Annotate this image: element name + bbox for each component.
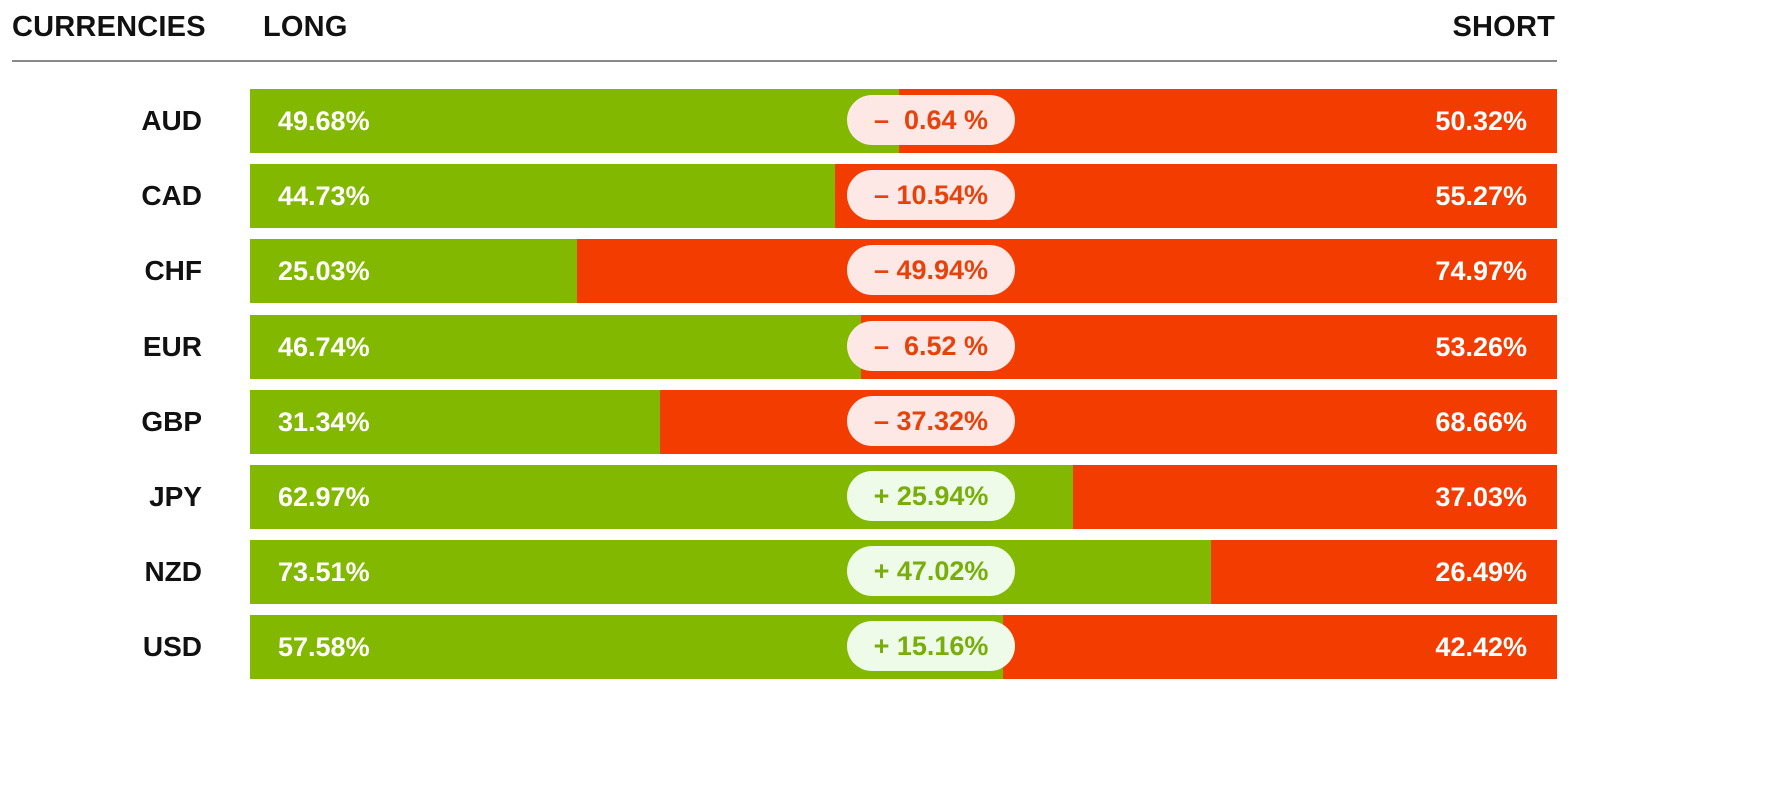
long-percent-label: 25.03% bbox=[278, 256, 370, 286]
short-bar: 57.58% 42.42% + 15.16% bbox=[250, 615, 1557, 679]
short-column-header: SHORT bbox=[1452, 11, 1555, 43]
currency-row: EUR 46.74% 53.26% – 6.52 % bbox=[0, 315, 1557, 379]
long-percent-label: 31.34% bbox=[278, 407, 370, 437]
short-percent-label: 42.42% bbox=[1435, 632, 1527, 662]
short-percent-label: 37.03% bbox=[1435, 482, 1527, 512]
net-difference-badge: + 47.02% bbox=[847, 546, 1015, 596]
long-bar bbox=[250, 164, 835, 228]
currency-row: AUD 49.68% 50.32% – 0.64 % bbox=[0, 89, 1557, 153]
long-bar bbox=[250, 239, 578, 303]
net-difference-badge: – 37.32% bbox=[847, 396, 1015, 446]
net-difference-badge: + 15.16% bbox=[847, 621, 1015, 671]
long-bar bbox=[250, 89, 900, 153]
net-difference-badge: – 6.52 % bbox=[847, 321, 1015, 371]
net-difference-badge: – 10.54% bbox=[847, 170, 1015, 220]
net-difference-badge: + 25.94% bbox=[847, 471, 1015, 521]
short-bar: 46.74% 53.26% – 6.52 % bbox=[250, 315, 1557, 379]
short-bar: 31.34% 68.66% – 37.32% bbox=[250, 390, 1557, 454]
short-bar: 49.68% 50.32% – 0.64 % bbox=[250, 89, 1557, 153]
currencies-column-header: CURRENCIES bbox=[12, 11, 206, 43]
short-percent-label: 68.66% bbox=[1435, 407, 1527, 437]
currency-row: CAD 44.73% 55.27% – 10.54% bbox=[0, 164, 1557, 228]
currency-label: GBP bbox=[141, 406, 202, 437]
currency-label: JPY bbox=[149, 481, 202, 512]
net-difference-badge: – 0.64 % bbox=[847, 95, 1015, 145]
currency-label: CHF bbox=[144, 255, 202, 286]
currency-label: CAD bbox=[141, 180, 202, 211]
long-bar bbox=[250, 390, 660, 454]
short-bar: 62.97% 37.03% + 25.94% bbox=[250, 465, 1557, 529]
currency-label: EUR bbox=[142, 331, 202, 362]
net-difference-badge: – 49.94% bbox=[847, 245, 1015, 295]
short-percent-label: 26.49% bbox=[1435, 557, 1527, 587]
short-percent-label: 50.32% bbox=[1435, 106, 1527, 136]
short-percent-label: 74.97% bbox=[1435, 256, 1527, 286]
currency-label: USD bbox=[142, 631, 202, 662]
long-percent-label: 49.68% bbox=[278, 106, 370, 136]
currency-row: GBP 31.34% 68.66% – 37.32% bbox=[0, 390, 1557, 454]
long-percent-label: 44.73% bbox=[278, 181, 370, 211]
currency-label: AUD bbox=[141, 105, 202, 136]
currency-row: CHF 25.03% 74.97% – 49.94% bbox=[0, 239, 1557, 303]
short-bar: 25.03% 74.97% – 49.94% bbox=[250, 239, 1557, 303]
currency-row: USD 57.58% 42.42% + 15.16% bbox=[0, 615, 1557, 679]
long-bar bbox=[250, 315, 861, 379]
short-percent-label: 55.27% bbox=[1435, 181, 1527, 211]
short-bar: 73.51% 26.49% + 47.02% bbox=[250, 540, 1557, 604]
currency-label: NZD bbox=[144, 556, 202, 587]
long-percent-label: 73.51% bbox=[278, 557, 370, 587]
header-divider bbox=[12, 60, 1557, 62]
long-percent-label: 46.74% bbox=[278, 332, 370, 362]
currency-row: JPY 62.97% 37.03% + 25.94% bbox=[0, 465, 1557, 529]
currency-row: NZD 73.51% 26.49% + 47.02% bbox=[0, 540, 1557, 604]
short-bar: 44.73% 55.27% – 10.54% bbox=[250, 164, 1557, 228]
long-bar bbox=[250, 540, 1211, 604]
long-column-header: LONG bbox=[263, 11, 348, 43]
short-percent-label: 53.26% bbox=[1435, 332, 1527, 362]
long-percent-label: 62.97% bbox=[278, 482, 370, 512]
long-percent-label: 57.58% bbox=[278, 632, 370, 662]
